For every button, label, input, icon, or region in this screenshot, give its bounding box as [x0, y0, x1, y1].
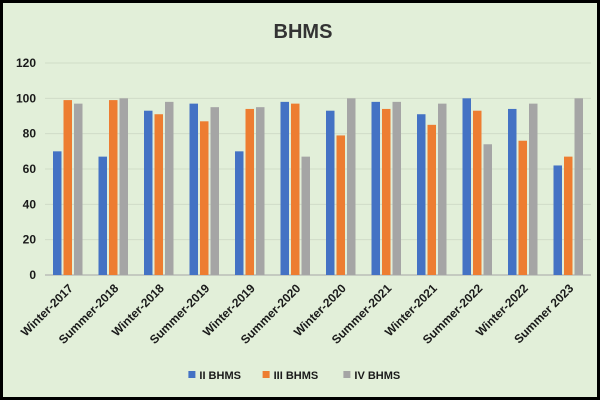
- legend-swatch: [343, 371, 351, 378]
- bar-ii-bhms: [326, 110, 335, 275]
- y-tick-label: 80: [23, 127, 37, 141]
- bar-ii-bhms: [508, 108, 517, 275]
- bar-iii-bhms: [291, 103, 300, 275]
- legend-label: IV BHMS: [354, 370, 400, 382]
- bar-ii-bhms: [235, 151, 244, 275]
- bar-iv-bhms: [392, 101, 401, 275]
- bar-iii-bhms: [564, 156, 573, 275]
- bar-iii-bhms: [427, 124, 436, 275]
- bar-iv-bhms: [529, 103, 538, 275]
- bar-ii-bhms: [189, 103, 198, 275]
- bar-iv-bhms: [574, 98, 583, 275]
- y-tick-label: 60: [23, 162, 37, 176]
- y-tick-label: 20: [23, 233, 37, 247]
- legend: II BHMS III BHMS IV BHMS: [188, 370, 400, 382]
- bar-iv-bhms: [119, 98, 128, 275]
- bar-ii-bhms: [53, 151, 62, 275]
- bar-iv-bhms: [256, 107, 265, 276]
- bar-iv-bhms: [74, 103, 83, 275]
- grid-lines: [45, 62, 591, 276]
- bar-iii-bhms: [336, 135, 345, 275]
- legend-swatch: [262, 371, 270, 378]
- y-axis: 0 20 40 60 80 100 120: [16, 56, 36, 282]
- bar-iv-bhms: [438, 103, 447, 275]
- bar-iii-bhms: [518, 140, 527, 275]
- y-tick-label: 120: [16, 56, 36, 70]
- y-tick-label: 100: [16, 91, 36, 105]
- y-tick-label: 0: [29, 268, 36, 282]
- bar-iv-bhms: [165, 101, 174, 275]
- bar-chart: BHMS 0 20 40 60 80 100 120 Winter-2017Summer-2…: [16, 21, 591, 382]
- bar-iv-bhms: [483, 144, 492, 275]
- bar-ii-bhms: [371, 101, 380, 275]
- bar-iv-bhms: [347, 98, 356, 275]
- bar-ii-bhms: [553, 165, 562, 275]
- chart-title: BHMS: [274, 21, 333, 43]
- bar-iii-bhms: [109, 100, 118, 275]
- bar-ii-bhms: [280, 101, 289, 275]
- bar-iii-bhms: [200, 121, 209, 275]
- bar-ii-bhms: [144, 110, 153, 275]
- bar-iii-bhms: [245, 108, 254, 275]
- legend-label: II BHMS: [199, 370, 241, 382]
- bar-iii-bhms: [154, 114, 163, 275]
- bar-iv-bhms: [210, 107, 219, 276]
- x-axis: Winter-2017Summer-2018Winter-2018Summer-…: [18, 281, 577, 347]
- bar-iv-bhms: [301, 156, 310, 275]
- bar-iii-bhms: [63, 100, 72, 275]
- bar-ii-bhms: [462, 98, 471, 275]
- y-tick-label: 40: [23, 197, 37, 211]
- bar-ii-bhms: [417, 114, 426, 275]
- bar-iii-bhms: [473, 110, 482, 275]
- bar-ii-bhms: [98, 156, 107, 275]
- legend-swatch: [188, 371, 196, 378]
- bars: [53, 98, 583, 276]
- legend-label: III BHMS: [274, 370, 319, 382]
- bar-iii-bhms: [382, 108, 391, 275]
